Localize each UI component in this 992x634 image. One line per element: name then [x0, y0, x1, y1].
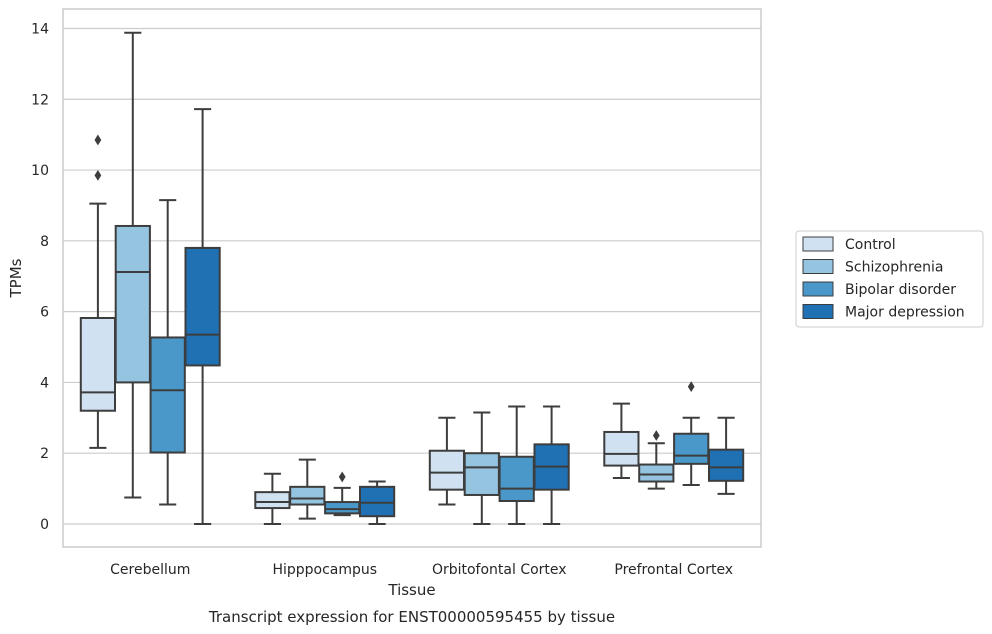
y-axis-ticks: 0 2 4 6 8 10 12 14: [31, 21, 49, 533]
x-tick-label: Prefrontal Cortex: [614, 562, 733, 578]
box-group: [358, 480, 396, 525]
legend: Control Schizophrenia Bipolar disorder Majo…: [795, 230, 984, 328]
box: [707, 448, 745, 482]
x-tick-label: Orbitofontal Cortex: [432, 562, 567, 578]
box-group: [428, 416, 466, 506]
legend-swatch: [802, 236, 834, 252]
box-group: [673, 381, 710, 487]
box: [289, 485, 326, 506]
box-group: [707, 416, 745, 495]
box-group: [79, 134, 117, 449]
box-group: [184, 108, 221, 525]
box: [358, 485, 396, 518]
box: [463, 452, 500, 496]
y-tick-label: 6: [40, 305, 49, 321]
chart-caption: Transcript expression for ENST0000059545…: [208, 608, 615, 626]
box: [498, 455, 535, 502]
outlier-point: [94, 169, 102, 181]
legend-label: Schizophrenia: [845, 260, 943, 276]
x-tick-label: Cerebellum: [110, 562, 190, 578]
y-tick-label: 14: [31, 21, 49, 37]
x-axis-ticks: Cerebellum Hipppocampus Orbitofontal Corte…: [110, 562, 733, 578]
outlier-point: [652, 430, 660, 441]
box: [324, 501, 361, 515]
y-tick-label: 10: [31, 163, 49, 179]
y-tick-label: 12: [31, 92, 49, 108]
box-group: [603, 402, 640, 479]
box-group: [289, 458, 326, 520]
box-group: [149, 199, 186, 506]
box: [428, 449, 466, 491]
y-tick-label: 0: [40, 517, 49, 533]
outlier-point: [94, 134, 102, 146]
y-axis-label: TPMs: [7, 258, 25, 298]
box: [79, 316, 117, 412]
outlier-point: [338, 471, 346, 483]
box: [603, 430, 640, 467]
legend-swatch: [802, 259, 834, 274]
plot-area-frame: [62, 8, 762, 548]
box: [149, 336, 186, 454]
box-group: [533, 405, 570, 525]
box-group: [114, 31, 151, 499]
outlier-point: [687, 381, 695, 393]
x-tick-label: Hipppocampus: [272, 562, 377, 578]
box-group: [638, 430, 675, 490]
box-group: [324, 471, 361, 517]
legend-label: Bipolar disorder: [845, 282, 956, 298]
legend-label: Major depression: [845, 305, 965, 321]
legend-label: Control: [845, 237, 896, 253]
box: [638, 463, 675, 483]
box: [673, 432, 710, 465]
y-tick-label: 4: [40, 375, 49, 391]
x-axis-label: Tissue: [387, 581, 435, 599]
box-group: [254, 472, 291, 525]
legend-swatch: [802, 304, 834, 319]
box: [254, 491, 291, 510]
legend-swatch: [802, 281, 834, 297]
y-tick-label: 2: [40, 446, 49, 462]
legend-frame: [795, 230, 984, 328]
box: [114, 224, 151, 384]
box: [184, 246, 221, 367]
box-group: [463, 411, 500, 525]
box-group: [498, 405, 535, 525]
y-tick-label: 8: [40, 234, 49, 250]
box-plots: [79, 31, 745, 525]
